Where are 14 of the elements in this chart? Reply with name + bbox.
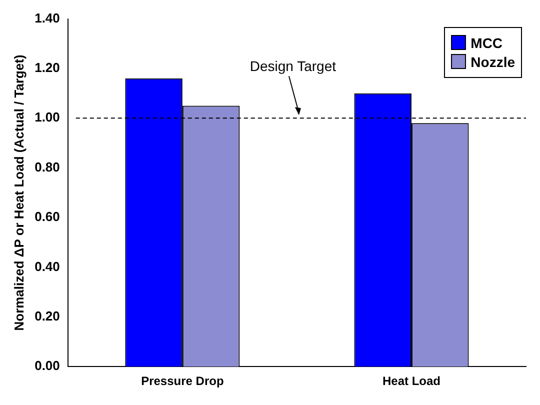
x-tick-label: Heat Load: [382, 374, 440, 388]
y-tick-label: 1.40: [34, 10, 60, 26]
y-tick-label: 0.00: [34, 358, 60, 374]
legend-label: Nozzle: [470, 54, 515, 70]
legend-label: MCC: [470, 34, 503, 51]
y-tick-label: 0.60: [34, 209, 60, 224]
y-tick-label: 1.20: [34, 60, 60, 76]
y-tick-label: 0.40: [34, 258, 60, 274]
ref-line-label: Design Target: [250, 58, 336, 74]
y-axis-title: Normalized ΔP or Heat Load (Actual / Target): [11, 54, 26, 331]
y-tick-label: 1.00: [34, 110, 60, 125]
y-tick-label: 0.20: [34, 308, 60, 324]
y-tick-label: 0.80: [34, 159, 60, 174]
x-tick-label: Pressure Drop: [141, 374, 224, 388]
